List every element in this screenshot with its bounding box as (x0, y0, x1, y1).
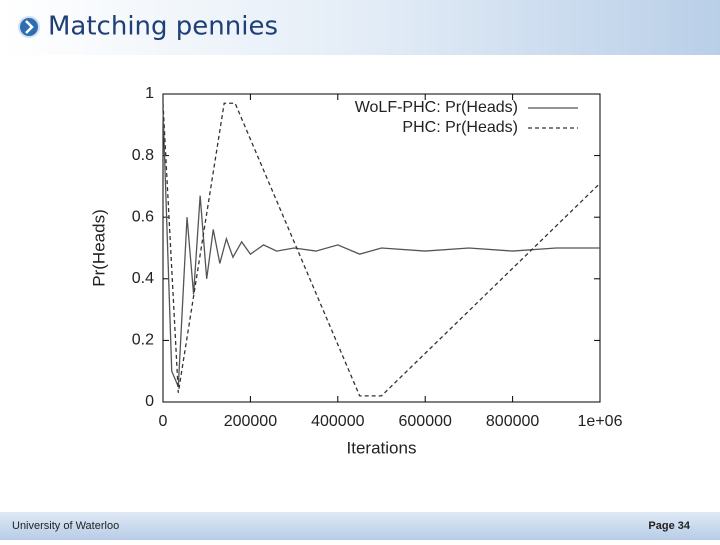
y-tick-label: 0.4 (132, 270, 154, 287)
title-icon-arrow (25, 20, 34, 34)
x-tick-label: 400000 (311, 413, 364, 430)
header-bar (0, 0, 720, 55)
x-tick-label: 800000 (486, 413, 539, 430)
x-tick-label: 600000 (399, 413, 452, 430)
footer-right: Page 34 (648, 520, 690, 532)
slide-title: Matching pennies (48, 12, 278, 42)
x-axis-label: Iterations (347, 438, 417, 457)
y-tick-label: 0.6 (132, 208, 154, 225)
series-line (162, 102, 601, 397)
footer-left: University of Waterloo (12, 520, 119, 532)
chart: 0 0.2 0.4 0.6 0.8 1 0 200000 400000 600000 800000 1… (89, 85, 622, 457)
legend-label: PHC: Pr(Heads) (402, 119, 518, 136)
title-icon (18, 16, 40, 38)
x-tick-label: 1e+06 (578, 413, 623, 430)
x-tick-label: 200000 (224, 413, 277, 430)
y-tick-label: 0.8 (132, 147, 154, 164)
y-tick-label: 0.2 (132, 332, 154, 349)
y-tick-label: 1 (145, 85, 154, 102)
y-tick-label: 0 (145, 393, 154, 410)
series-line (162, 109, 600, 387)
y-axis-label: Pr(Heads) (89, 209, 108, 286)
footer-bar (0, 512, 720, 540)
x-tick-label: 0 (159, 413, 168, 430)
legend-label: WoLF-PHC: Pr(Heads) (355, 99, 518, 116)
